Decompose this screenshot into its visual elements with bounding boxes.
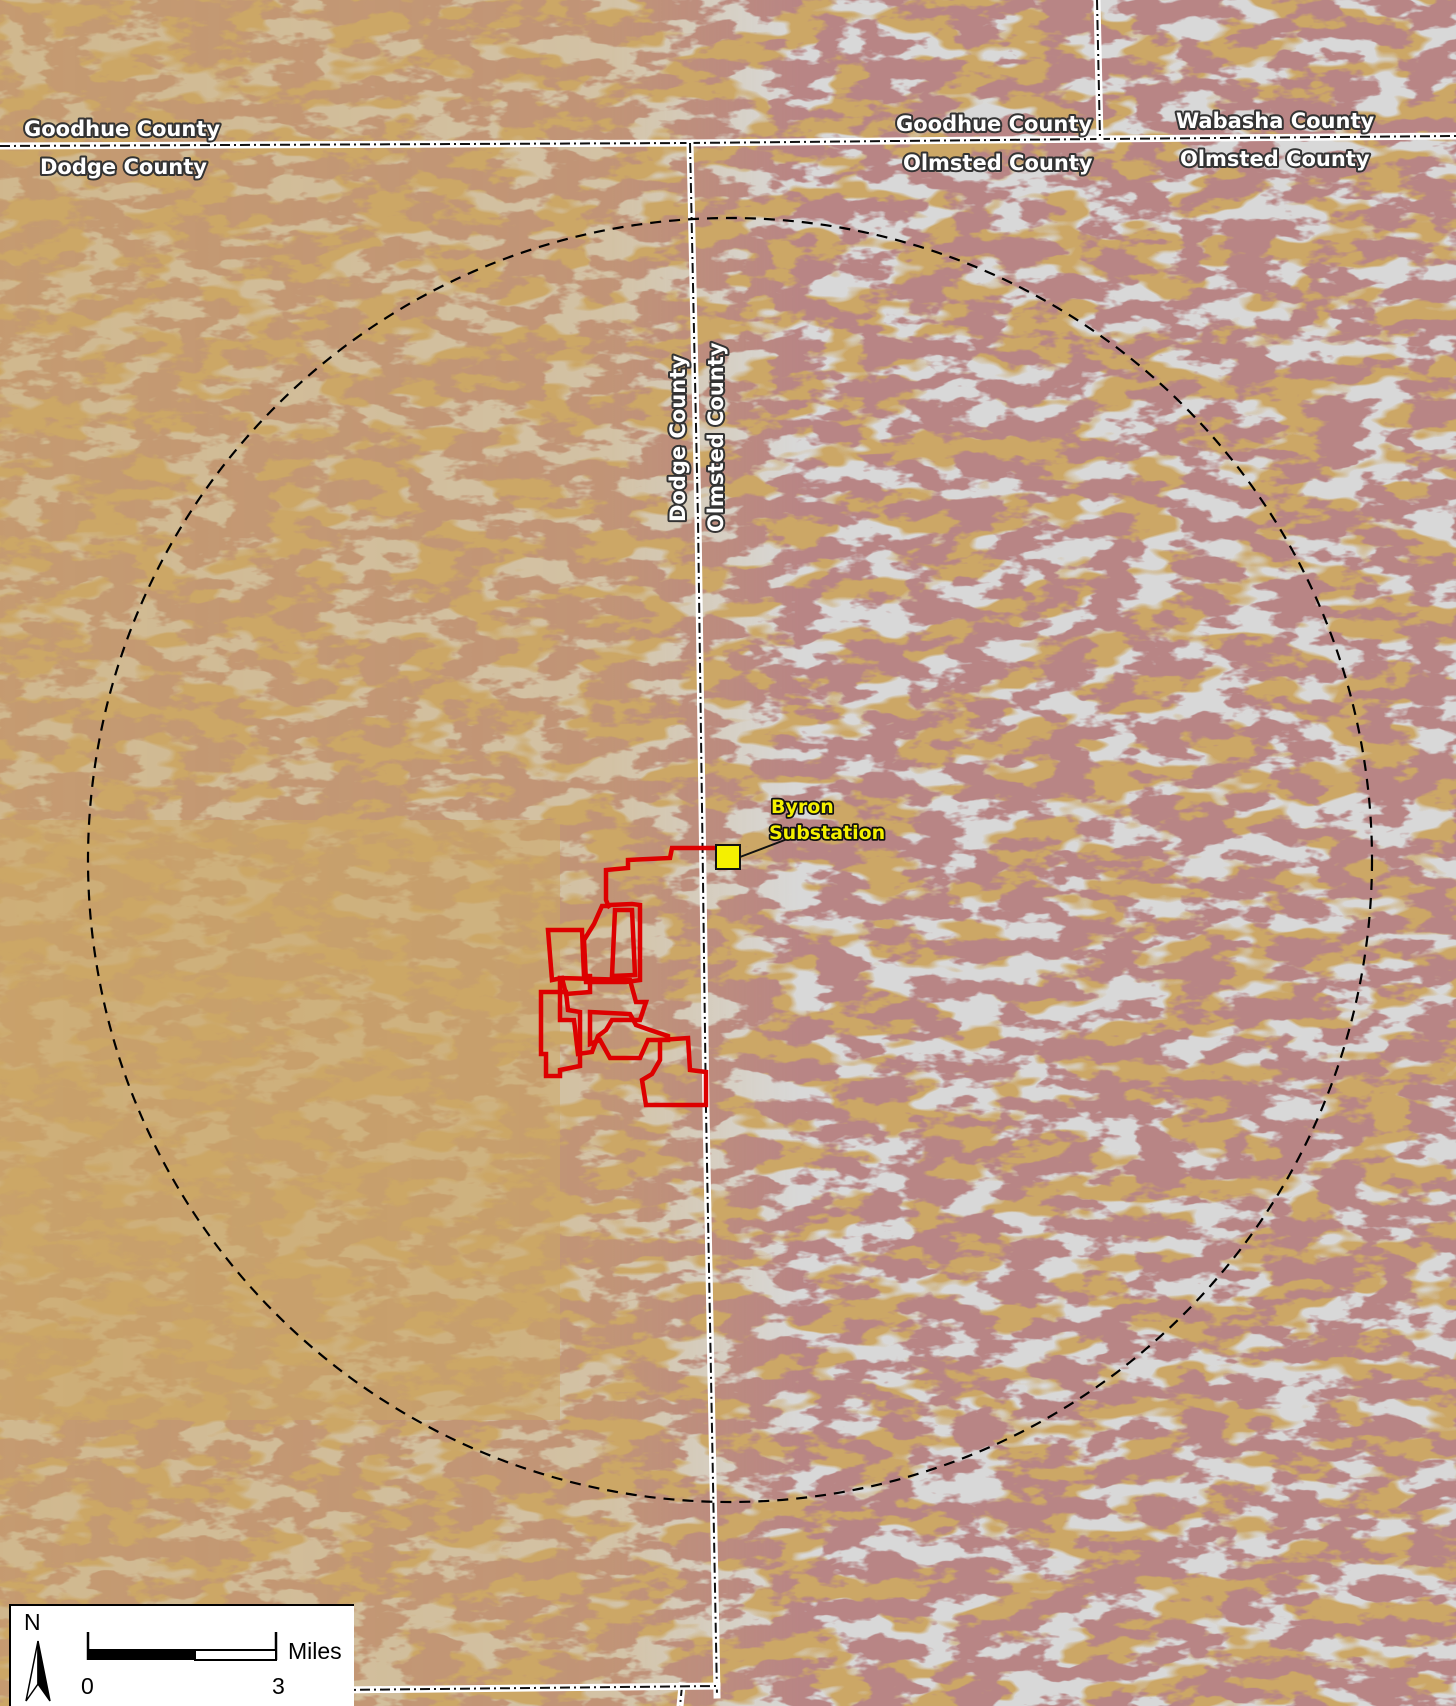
label-dodge-vertical: Dodge County (666, 355, 690, 522)
parcel-north-inner (609, 907, 638, 979)
byron-substation-marker[interactable] (715, 844, 741, 870)
scale-bar (86, 1632, 278, 1661)
parcel-southeast (639, 1035, 709, 1108)
label-olmsted-northeast: Olmsted County (1180, 147, 1370, 171)
label-olmsted-vertical: Olmsted County (704, 342, 728, 532)
boundary-wabasha-olmsted-casing (1096, 132, 1456, 143)
project-buffer-circle (86, 216, 1374, 1504)
substation-label-line2: Substation (769, 822, 885, 844)
label-goodhue-east: Goodhue County (896, 112, 1092, 136)
parcel-southwest (538, 989, 583, 1079)
boundary-goodhue-olmsted (689, 138, 1101, 144)
north-arrow-icon (25, 1640, 51, 1702)
parcel-central (557, 975, 650, 1057)
label-goodhue-west: Goodhue County (24, 117, 220, 141)
boundary-goodhue-wabasha (1096, 0, 1101, 140)
north-label: N (24, 1609, 41, 1635)
substation-label-line1: Byron (771, 796, 834, 818)
scale-start-label: 0 (81, 1673, 94, 1699)
parcel-middle-west (545, 927, 593, 997)
gen-tie-line (603, 845, 716, 910)
project-boundary[interactable] (538, 845, 716, 1108)
label-olmsted-north: Olmsted County (903, 151, 1093, 175)
label-dodge-west: Dodge County (40, 155, 207, 179)
boundary-goodhue-dodge (0, 142, 691, 147)
boundary-dodge-olmsted (689, 142, 718, 1696)
label-wabasha: Wabasha County (1176, 109, 1374, 133)
substation-leader-line (739, 837, 791, 858)
legend-graphics (25, 1632, 278, 1702)
boundary-bottom (339, 1685, 718, 1691)
scale-end-label: 3 (272, 1673, 285, 1699)
parcel-north (581, 901, 643, 985)
scale-unit-label: Miles (288, 1638, 342, 1664)
legend-panel: N Miles 0 3 (9, 1604, 354, 1706)
